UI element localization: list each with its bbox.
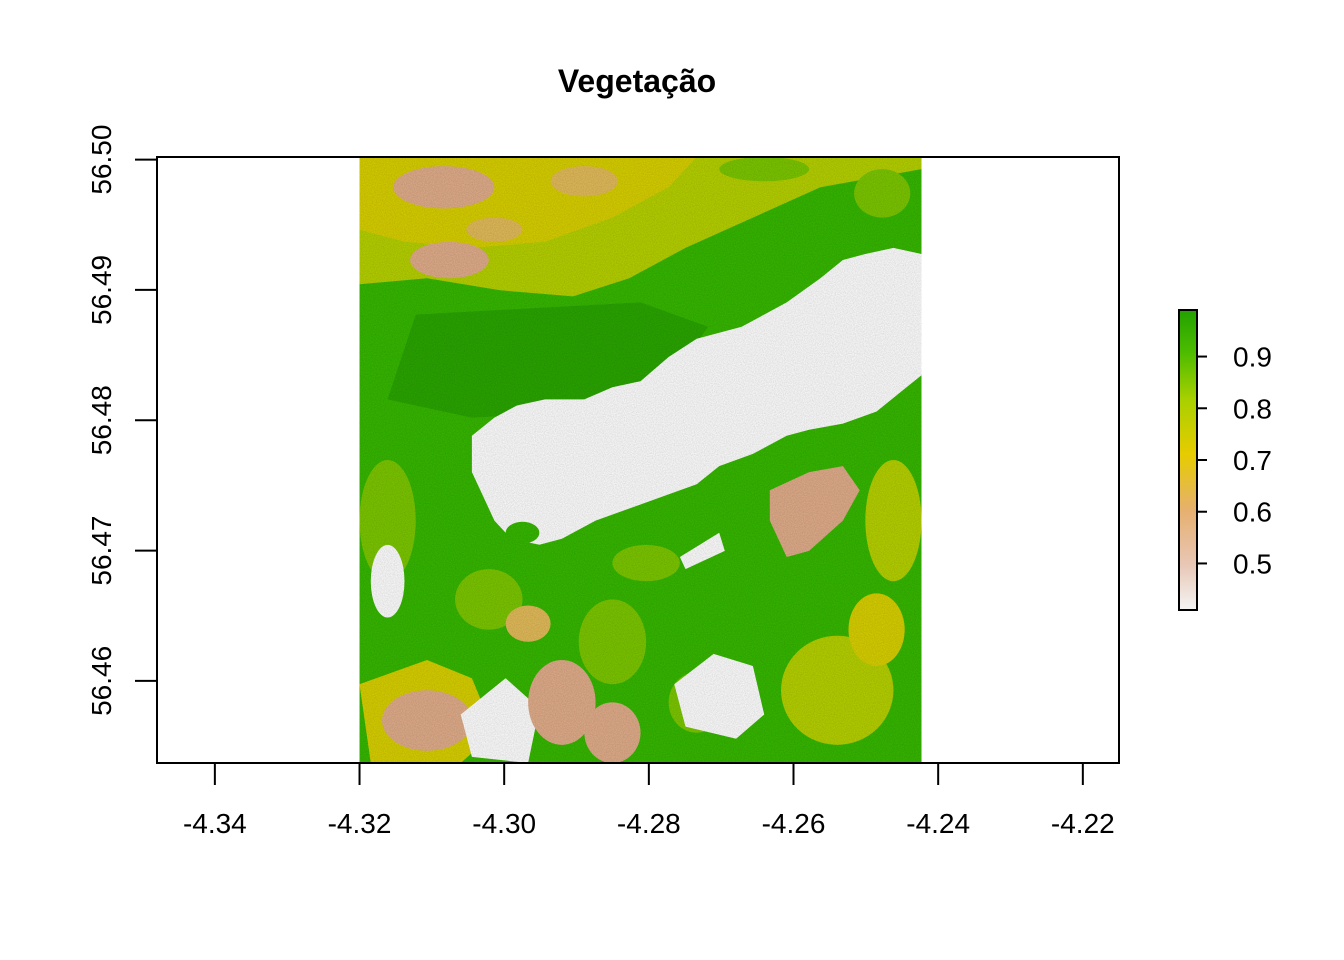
raster-west-clear — [370, 544, 405, 618]
raster-loch-no-data — [471, 247, 922, 545]
raster-south-patch — [382, 690, 472, 751]
raster-north-patch — [854, 169, 911, 218]
raster-south-patch — [578, 599, 647, 685]
raster-south-patch — [505, 605, 551, 642]
chart-title: Vegetação — [558, 63, 716, 99]
x-tick-label: -4.32 — [328, 808, 392, 839]
y-tick-label: 56.50 — [86, 125, 117, 195]
raster-south-clear — [460, 678, 540, 763]
raster-north-patch — [719, 157, 810, 182]
vegetation-raster — [359, 157, 922, 763]
legend-tick-label: 0.9 — [1233, 342, 1272, 373]
y-tick-label: 56.46 — [86, 646, 117, 716]
raster-se-clear — [679, 532, 725, 570]
color-legend: 0.5 0.6 0.7 0.8 0.9 — [1178, 309, 1272, 611]
x-tick-label: -4.34 — [183, 808, 247, 839]
x-tick-label: -4.28 — [617, 808, 681, 839]
raster-south-patch — [848, 593, 905, 667]
y-axis: 56.46 56.47 56.48 56.49 56.50 — [86, 125, 158, 716]
raster-east-patch — [865, 460, 922, 582]
raster-west-patch — [359, 459, 416, 582]
y-tick-label: 56.49 — [86, 255, 117, 325]
raster-south-patch — [584, 702, 641, 763]
raster-west-patch — [455, 569, 523, 630]
raster-south-clear — [674, 653, 765, 739]
raster-north-patch — [393, 166, 495, 209]
x-axis: -4.34 -4.32 -4.30 -4.28 -4.26 -4.24 -4.22 — [183, 762, 1115, 839]
legend-tick-label: 0.8 — [1233, 393, 1272, 424]
raster-se-patch — [769, 466, 860, 557]
legend-color-bar — [1178, 309, 1198, 611]
x-tick-label: -4.26 — [762, 808, 826, 839]
legend-tick-label: 0.5 — [1233, 548, 1272, 579]
raster-se-patch — [612, 544, 680, 582]
raster-south-patch — [781, 635, 894, 745]
legend-tick-label: 0.7 — [1233, 445, 1272, 476]
x-tick-label: -4.22 — [1051, 808, 1115, 839]
raster-north-patch — [410, 241, 489, 279]
raster-loch-island — [505, 521, 540, 544]
x-tick-label: -4.30 — [472, 808, 536, 839]
y-tick-label: 56.47 — [86, 516, 117, 586]
y-tick-label: 56.48 — [86, 385, 117, 455]
raster-north-patch — [466, 217, 523, 242]
raster-north-patch — [550, 166, 619, 197]
raster-south-patch — [528, 659, 596, 745]
legend-tick-label: 0.6 — [1233, 497, 1272, 528]
x-tick-label: -4.24 — [906, 808, 970, 839]
